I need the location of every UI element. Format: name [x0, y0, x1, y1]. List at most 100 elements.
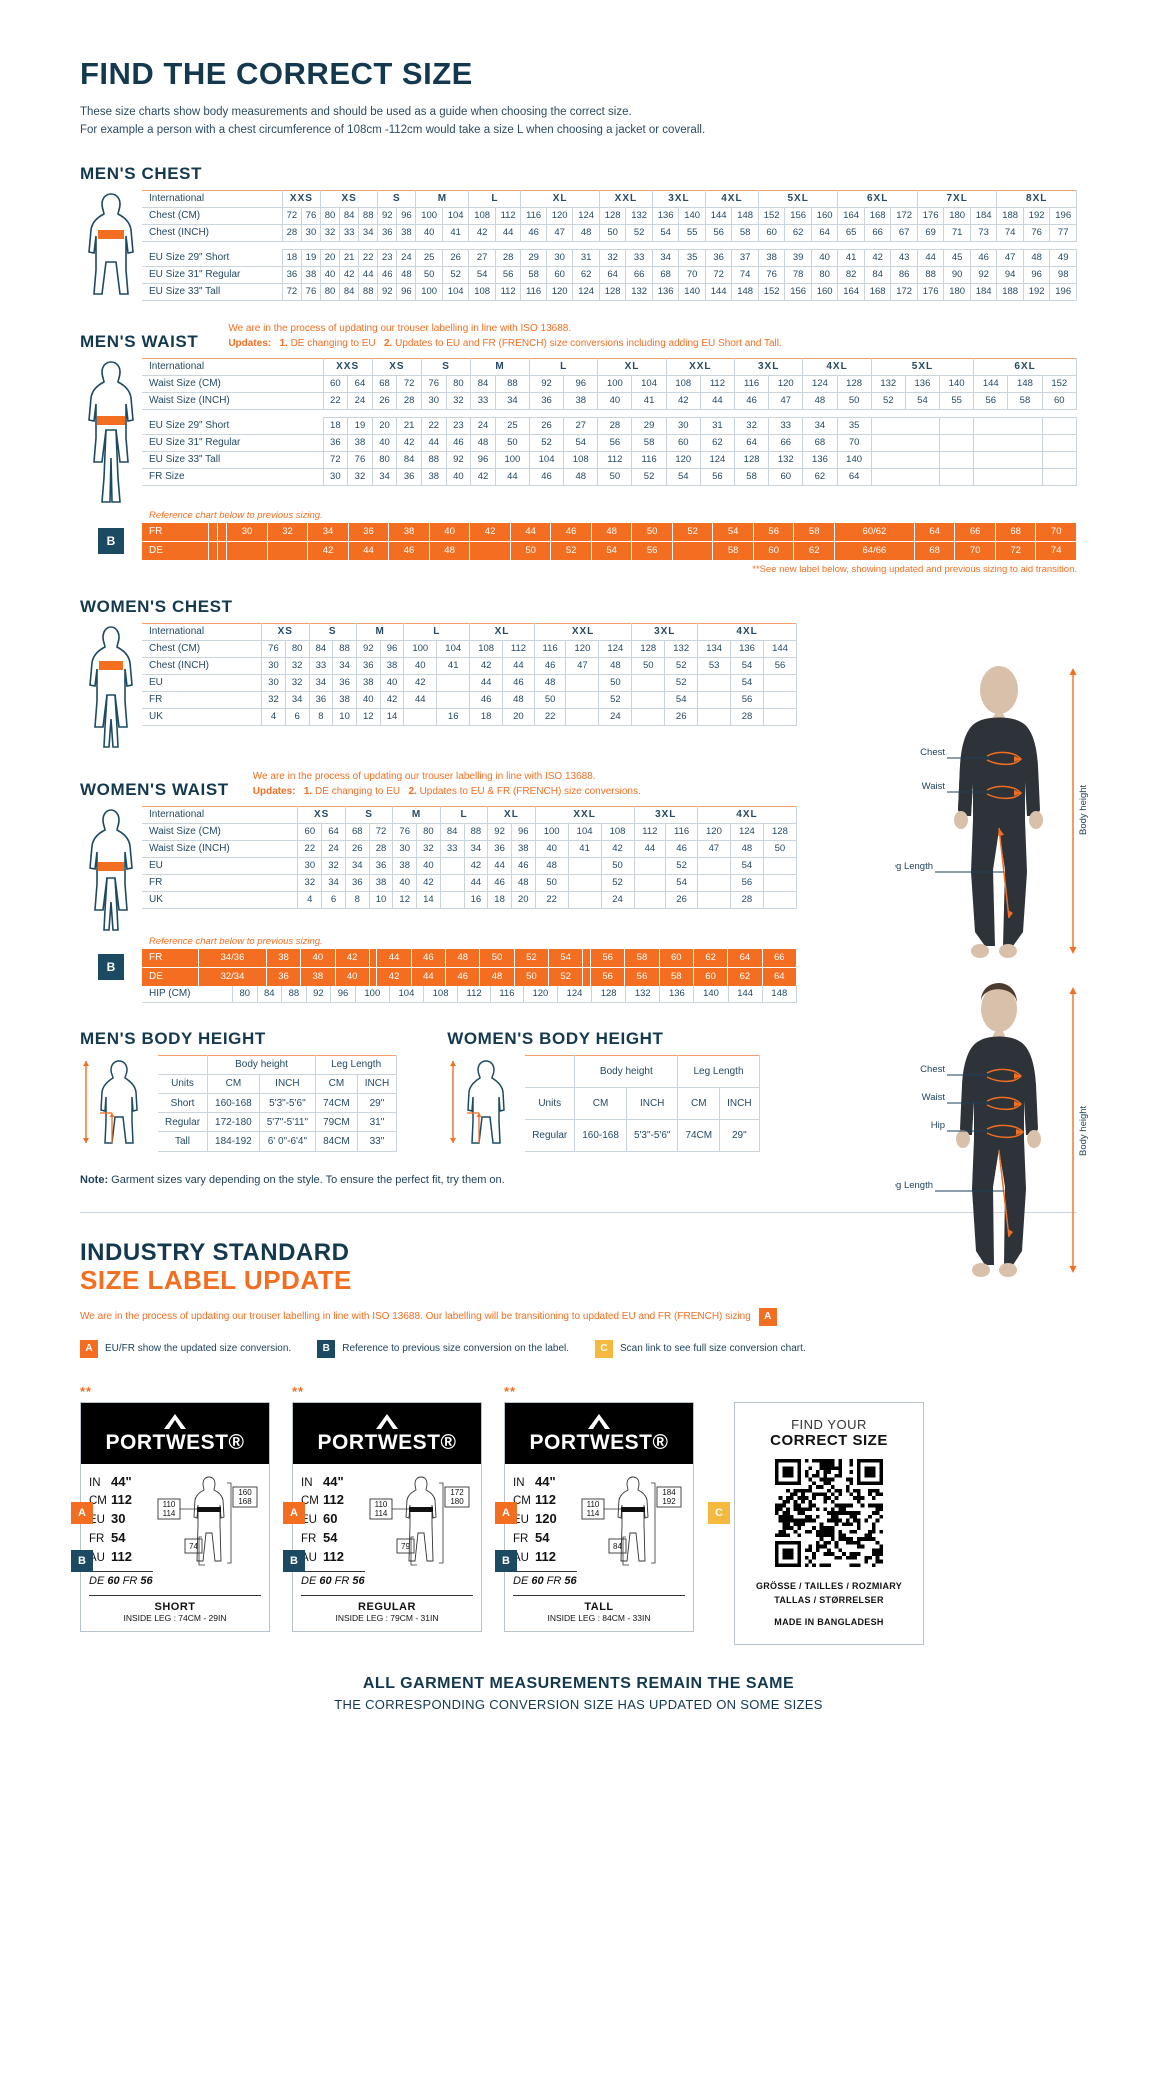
male-height-figure — [80, 1055, 158, 1152]
table-row: Waist Size (CM) 60 64 68 72 76 80 84 88 92 96 100 10… — [142, 375, 1078, 393]
updates-label-men: Updates: — [228, 337, 272, 349]
table-row: FR Size 30 32 34 36 38 40 42 44 46 48 50 52 54 56 58 60 6… — [142, 468, 1078, 486]
mens-chest-title: MEN'S CHEST — [80, 163, 203, 183]
mens-waist-table: International XXS XS S M L XL XXL 3XL 4XL 5XL 6XL Wa… — [142, 357, 1078, 486]
womens-hip-table: HIP (CM) 80 84 88 92 96 100 104 108 112 116 120 124 1… — [142, 985, 798, 1003]
svg-text:192: 192 — [662, 1497, 676, 1506]
label-badge-b: B — [283, 1549, 305, 1572]
update-1-women: DE changing to EU — [315, 785, 401, 797]
label-badge-b: B — [71, 1549, 93, 1572]
iso-note-women: We are in the process of updating our tr… — [252, 770, 596, 782]
label-spec-area: IN 44" CM 112 EU 120 FR 54 AU 112 DE 60 FR 56 110 11… — [505, 1464, 693, 1591]
male-annot-height: Body height — [1078, 784, 1089, 835]
label-spec-line: EU 30 — [89, 1510, 153, 1529]
update-2-num-women: 2. — [408, 785, 417, 797]
label-spec-line: AU 112 — [301, 1548, 365, 1567]
model-illustrations: Chest Waist Leg Length Body height — [885, 660, 1095, 1302]
label-spec-area: IN 44" CM 112 EU 30 FR 54 AU 112 DE 60 FR 56 110 114… — [81, 1464, 269, 1591]
table-header-row: Body height Leg Length — [158, 1054, 398, 1075]
body-height-section: MEN'S BODY HEIGHT Body height Leg Length U… — [0, 1029, 1157, 1152]
male-annot-waist: Waist — [922, 781, 946, 792]
spec-key: CM — [89, 1495, 107, 1508]
female-torso-figure — [80, 623, 142, 751]
label-spec-line: CM 112 — [301, 1491, 365, 1510]
label-spec-line: CM 112 — [89, 1491, 153, 1510]
industry-title-2: SIZE LABEL UPDATE — [80, 1264, 352, 1295]
table-row: Chest (INCH) 28 30 32 33 34 36 38 40 41 42 44 46 47 48… — [142, 224, 1077, 242]
qr-badge-c: C — [708, 1501, 730, 1524]
qr-card-wrapper: C FIND YOUR CORRECT SIZE GRÖSSE / TAILLES /… — [708, 1401, 924, 1645]
label-badge-a: A — [283, 1501, 305, 1524]
size-header: L — [529, 357, 599, 376]
size-header: M — [392, 805, 441, 824]
womens-chest-table: International XS S M L XL XXL 3XL 4XL Chest (CM) 7… — [142, 622, 797, 726]
womens-body-height-title: WOMEN'S BODY HEIGHT — [447, 1028, 664, 1048]
table-row: Chest (CM) 76 80 84 88 92 96 100 104 108 112 116 120… — [142, 640, 797, 658]
garment-note-label: Note: — [80, 1173, 109, 1186]
mens-reference-chart: FR 30 32 34 36 38 40 42 44 46 48 50 52 54 56 58 60/62 64 6… — [142, 522, 1077, 560]
reference-row: DE 42 44 46 48 50 52 54 56 58 60 62 64/66 68 70 72 74 — [142, 540, 1077, 560]
spec-key: IN — [89, 1476, 101, 1489]
qr-footer-line-2: TALLAS / STØRRELSER — [774, 1595, 884, 1606]
label-figure: 110 114 172 180 79 — [369, 1473, 473, 1587]
table-row: EU Size 31" Regular 36 38 40 42 44 46 48 50 52 54 5… — [142, 434, 1078, 452]
size-header: XL — [520, 189, 600, 208]
label-spec-line: EU 60 — [301, 1510, 365, 1529]
legend-item: C Scan link to see full size conversion c… — [595, 1339, 806, 1358]
size-header: XXL — [666, 357, 736, 376]
size-header: XXS — [282, 189, 322, 208]
spec-key: FR — [301, 1533, 317, 1546]
size-header: XS — [320, 189, 379, 208]
spec-value: 44" — [535, 1473, 556, 1489]
table-subheader-row: Units CM INCH CM INCH — [525, 1087, 760, 1120]
label-body-card: PORTWEST® IN 44" CM 112 EU 120 FR 54 AU 112 DE 60 F… — [504, 1401, 694, 1632]
header: FIND THE CORRECT SIZE These size charts … — [0, 0, 1157, 140]
legend-badge-b: B — [317, 1339, 336, 1358]
label-figure: 110 114 160 168 74 — [157, 1473, 261, 1587]
previous-size-line: DE 60 FR 56 — [89, 1570, 153, 1587]
label-stars: ** — [80, 1383, 93, 1399]
female-height-figure — [447, 1055, 525, 1152]
womens-waist-title: WOMEN'S WAIST — [80, 779, 229, 799]
label-spec-line: IN 44" — [513, 1473, 577, 1492]
label-spec-area: IN 44" CM 112 EU 60 FR 54 AU 112 DE 60 FR 56 110 114… — [293, 1464, 481, 1591]
table-row: EU Size 31" Regular 36 38 40 42 44 46 48 50 52 54 5… — [142, 266, 1077, 284]
legend-text: Reference to previous size conversion on… — [342, 1343, 570, 1355]
mens-waist-update-note: We are in the process of updating our tr… — [228, 321, 781, 352]
label-specs: IN 44" CM 112 EU 60 FR 54 AU 112 DE 60 FR 56 — [301, 1473, 365, 1587]
table-row: EU 30 32 34 36 38 40 42 44 46 48 50 52 54 — [142, 674, 797, 692]
spec-value: 112 — [535, 1549, 556, 1564]
label-body-card: PORTWEST® IN 44" CM 112 EU 60 FR 54 AU 112 DE 60 FR… — [292, 1401, 482, 1632]
svg-text:172: 172 — [450, 1488, 464, 1497]
update-2-men: Updates to EU and FR (FRENCH) size conve… — [395, 337, 782, 349]
legend-text: Scan link to see full size conversion ch… — [620, 1343, 806, 1355]
label-stars: ** — [292, 1383, 305, 1399]
svg-text:114: 114 — [162, 1509, 175, 1518]
table-header-row: International XS S M L XL XXL 3XL 4XL — [142, 622, 797, 641]
svg-text:84: 84 — [613, 1542, 622, 1551]
size-chart-page: FIND THE CORRECT SIZE These size charts … — [0, 0, 1157, 1712]
label-badge-b: B — [495, 1549, 517, 1572]
female-annot-waist: Waist — [922, 1092, 946, 1103]
label-badge-a: A — [495, 1501, 517, 1524]
portwest-logo: PORTWEST® — [505, 1402, 693, 1464]
footer-line-1: ALL GARMENT MEASUREMENTS REMAIN THE SAME — [362, 1674, 795, 1692]
mens-chest-table: International XXS XS S M L XL XXL 3XL 4XL 5XL 6XL 7X… — [142, 189, 1077, 301]
label-body-card: PORTWEST® IN 44" CM 112 EU 30 FR 54 AU 112 DE 60 FR… — [80, 1401, 270, 1632]
size-header: S — [309, 622, 357, 641]
iso-note-men: We are in the process of updating our tr… — [228, 322, 572, 334]
brand-name: PORTWEST® — [105, 1430, 245, 1454]
size-header: L — [468, 189, 522, 208]
industry-standard-section: INDUSTRY STANDARD SIZE LABEL UPDATE We a… — [0, 1239, 1157, 1712]
size-header: S — [377, 189, 417, 208]
size-header: 6XL — [837, 189, 918, 208]
size-header: 8XL — [996, 189, 1077, 208]
qr-code-icon[interactable] — [775, 1458, 883, 1567]
womens-reference-chart: FR 34/36 38 40 42 44 46 48 50 52 54 56 58 60 62 64 66 DE 3… — [142, 948, 798, 986]
size-header: XXL — [599, 189, 653, 208]
garment-note-text: Garment sizes vary depending on the styl… — [108, 1173, 505, 1186]
size-header: M — [415, 189, 470, 208]
label-specs: IN 44" CM 112 EU 120 FR 54 AU 112 DE 60 FR 56 — [513, 1473, 577, 1587]
see-new-label-note: **See new label below, showing updated a… — [752, 563, 1077, 575]
inside-leg-text: INSIDE LEG : 79CM - 31IN — [335, 1612, 439, 1623]
